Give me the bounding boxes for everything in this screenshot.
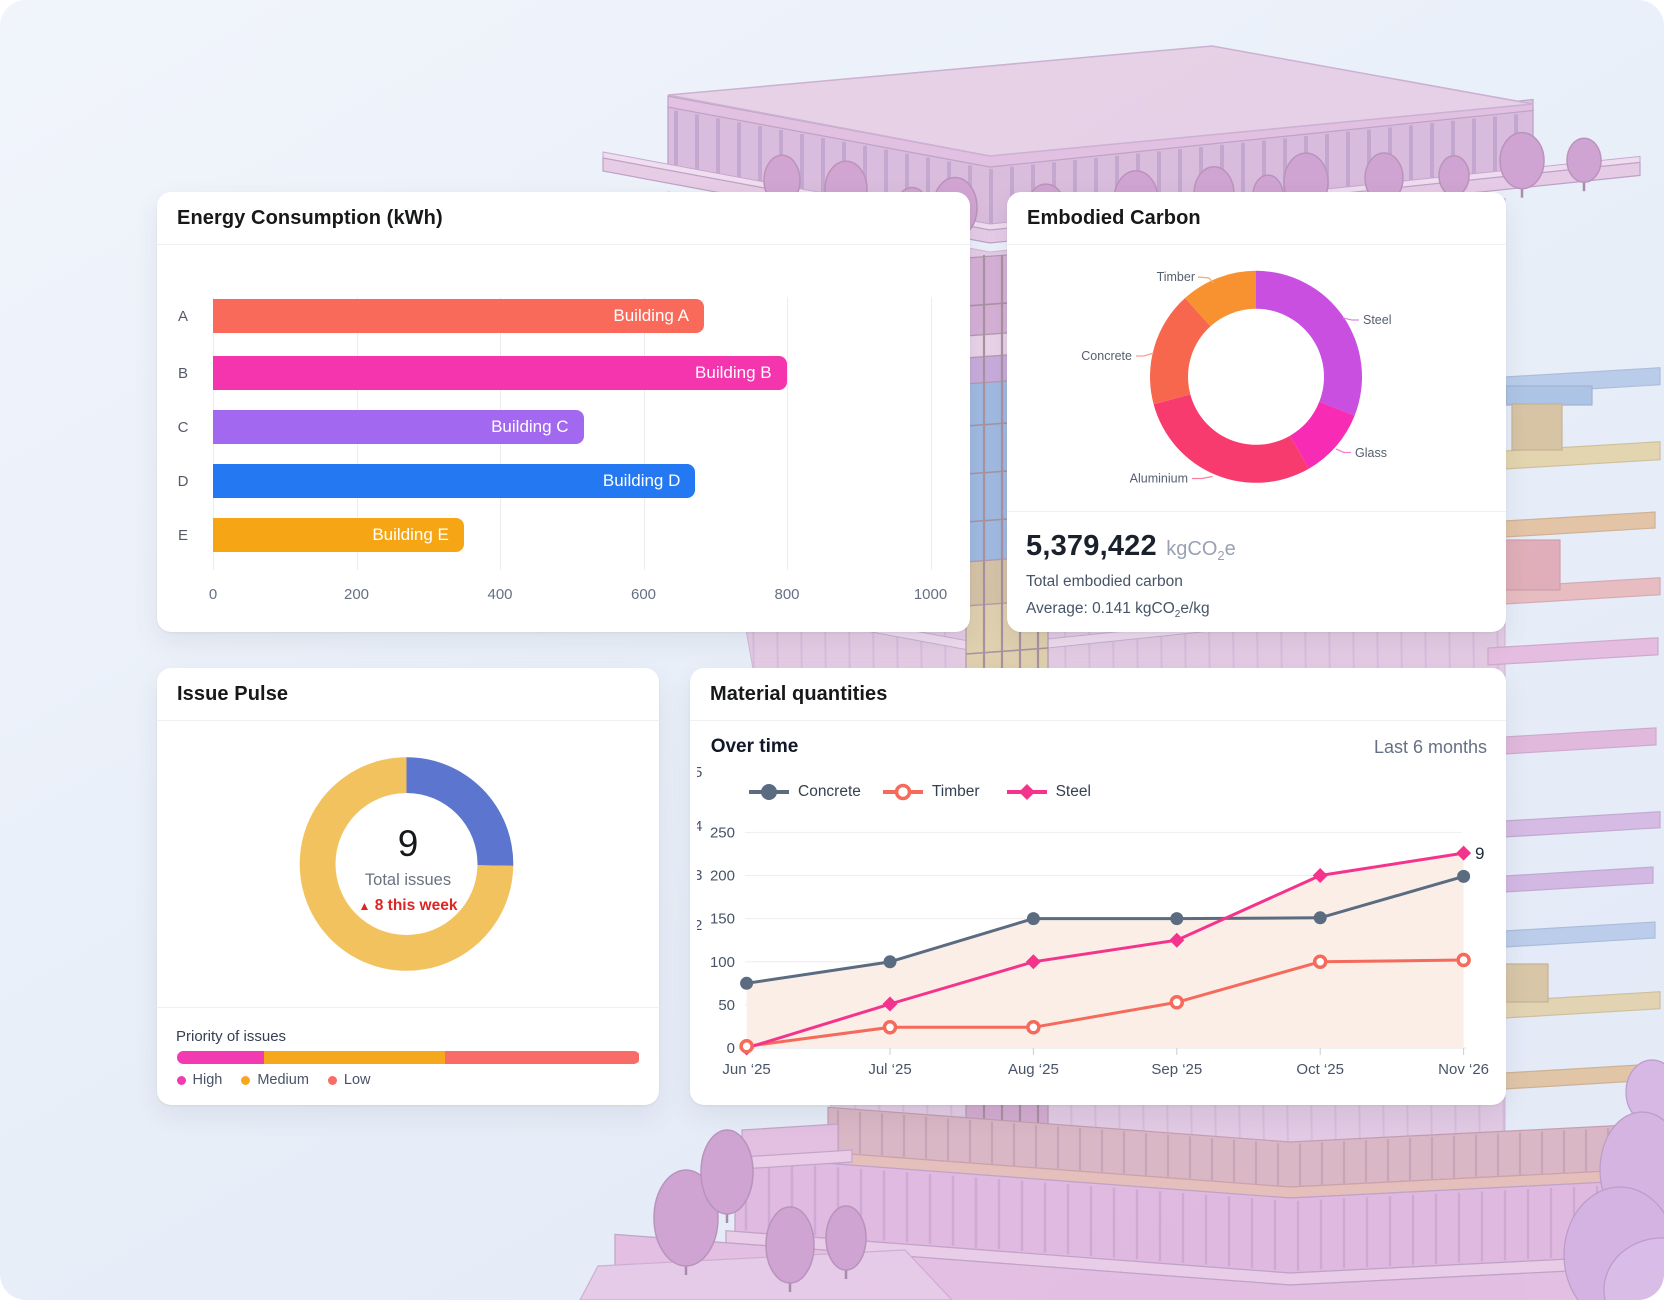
svg-text:4: 4 <box>694 818 702 835</box>
svg-text:Aluminium: Aluminium <box>1130 472 1188 486</box>
svg-text:50: 50 <box>718 997 735 1014</box>
svg-text:150: 150 <box>710 911 735 928</box>
svg-text:Jun ‘25: Jun ‘25 <box>722 1061 770 1078</box>
svg-text:Oct ‘25: Oct ‘25 <box>1296 1061 1344 1078</box>
svg-text:250: 250 <box>710 824 735 841</box>
svg-text:100: 100 <box>710 954 735 971</box>
svg-text:5: 5 <box>694 764 702 781</box>
svg-text:Aug ‘25: Aug ‘25 <box>1008 1061 1059 1078</box>
svg-text:Sep ‘25: Sep ‘25 <box>1151 1061 1202 1078</box>
svg-text:Timber: Timber <box>1157 270 1195 284</box>
svg-text:200: 200 <box>710 868 735 885</box>
svg-text:0: 0 <box>727 1040 735 1057</box>
svg-text:Glass: Glass <box>1355 446 1387 460</box>
svg-text:Concrete: Concrete <box>1081 349 1132 363</box>
svg-text:Nov ‘26: Nov ‘26 <box>1438 1061 1489 1078</box>
svg-text:3: 3 <box>694 867 702 884</box>
svg-text:Jul ‘25: Jul ‘25 <box>868 1061 911 1078</box>
svg-text:2: 2 <box>694 917 702 934</box>
svg-text:9: 9 <box>1475 844 1484 863</box>
svg-text:Steel: Steel <box>1363 313 1392 327</box>
